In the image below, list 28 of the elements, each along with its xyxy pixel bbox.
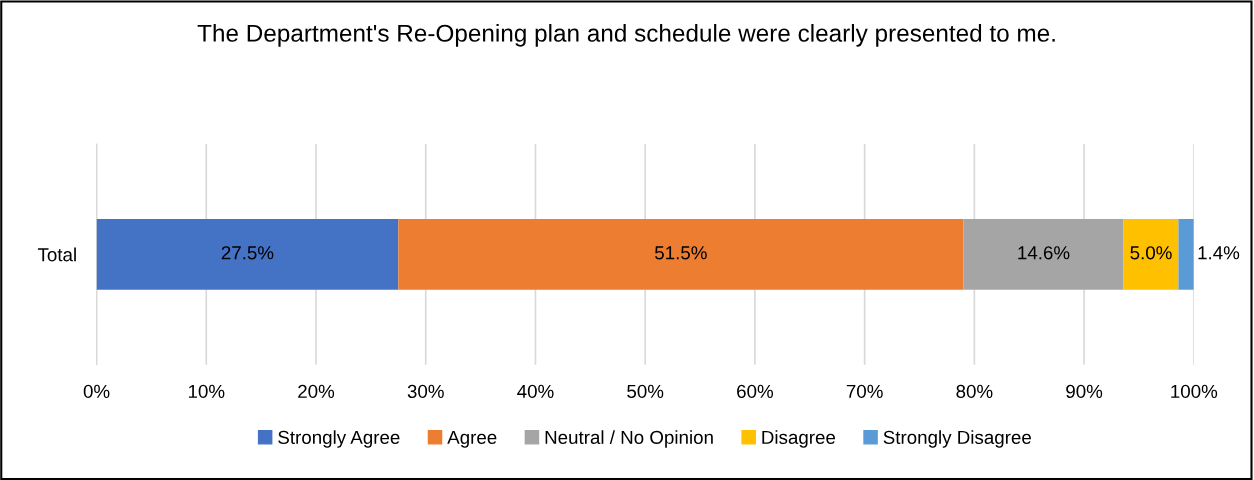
legend-label: Neutral / No Opinion (545, 430, 713, 448)
data-label: 5.0% (1130, 246, 1172, 260)
x-tick-label: 10% (188, 384, 225, 399)
data-label: 27.5% (221, 246, 274, 260)
bar (1178, 219, 1194, 290)
x-tick-label: 20% (298, 384, 335, 399)
bar (1123, 219, 1179, 290)
x-tick-label: 0% (83, 384, 110, 399)
legend-label: Disagree (762, 430, 836, 448)
x-tick-label: 80% (956, 384, 993, 399)
legend-label: Agree (447, 430, 497, 448)
x-tick-label: 40% (517, 384, 554, 399)
legend-label: Strongly Agree (278, 430, 400, 448)
legend-label: Strongly Disagree (883, 430, 1031, 448)
x-tick-label: 50% (627, 384, 664, 399)
y-tick-label: Total (37, 247, 76, 262)
bar (398, 219, 964, 290)
data-label: 1.4% (1198, 246, 1240, 260)
x-tick-label: 30% (407, 384, 444, 399)
bar (96, 219, 399, 290)
data-label: 51.5% (655, 246, 707, 260)
x-tick-label: 70% (846, 384, 883, 399)
x-tick-label: 90% (1066, 384, 1103, 399)
x-tick-label: 100% (1171, 384, 1218, 399)
x-tick-label: 60% (737, 384, 774, 399)
bar (963, 219, 1124, 290)
chart-title: The Department's Re-Opening plan and schedule were clearly presented to me. (197, 24, 1055, 47)
data-label: 14.6% (1018, 246, 1070, 260)
